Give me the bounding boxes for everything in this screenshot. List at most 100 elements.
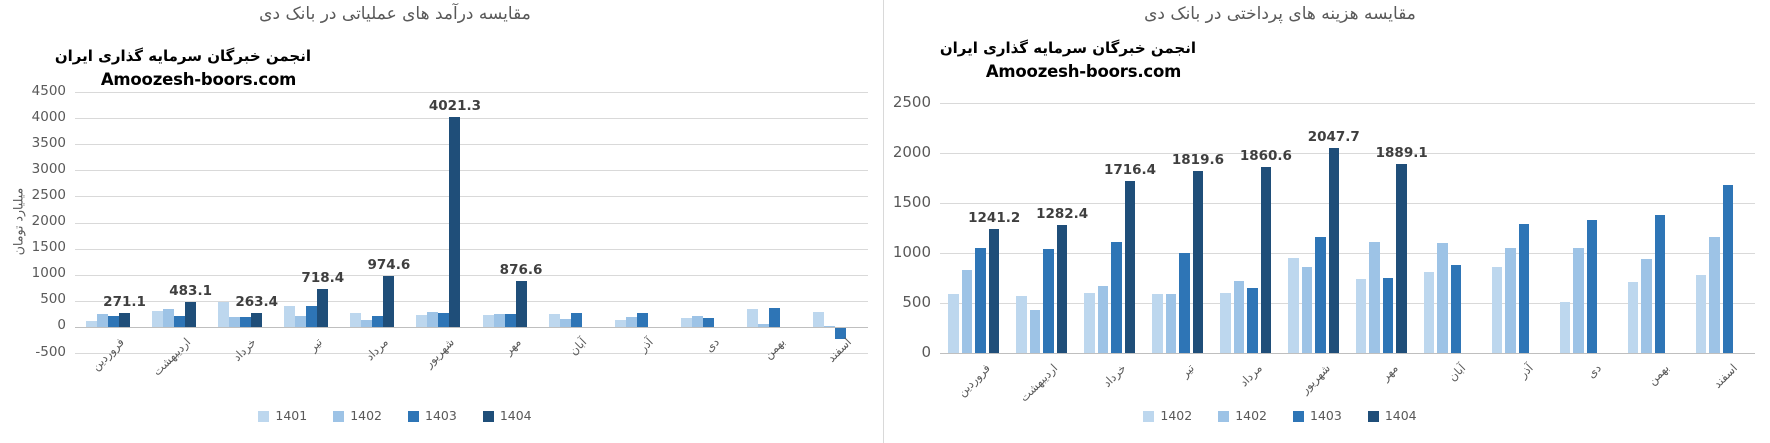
x-axis-label: بهمن — [1645, 361, 1673, 388]
y-tick-label: 2500 — [31, 186, 66, 203]
zero-axis-line — [75, 326, 868, 328]
x-axis-label: تیر — [306, 334, 326, 355]
gridline — [75, 118, 868, 120]
bar-1404 — [988, 228, 1000, 353]
y-tick-label: 1500 — [892, 192, 931, 211]
x-axis-label: مرداد — [1236, 361, 1265, 390]
bar-1402 — [691, 315, 703, 327]
y-tick-label: 500 — [902, 292, 931, 311]
legend-item: 1402 — [1218, 409, 1267, 423]
bar-1402 — [1559, 302, 1571, 353]
chart-subtitle-block: انجمن خبرگان سرمایه گذاری ایران Amoozesh… — [54, 44, 311, 91]
y-tick-label: 2500 — [892, 92, 931, 111]
y-tick-label: 3000 — [31, 160, 66, 177]
bar-1403 — [570, 313, 582, 327]
legend-label: 1402 — [350, 408, 382, 423]
bar-1402 — [361, 320, 373, 327]
legend-swatch — [258, 410, 270, 422]
legend-item: 1402 — [1143, 409, 1192, 423]
bar-1402 — [823, 325, 835, 327]
bar-1403 — [1722, 185, 1734, 353]
bar-1403 — [108, 316, 120, 327]
bar-1403 — [636, 313, 648, 327]
gridline — [75, 248, 868, 250]
bar-1403 — [834, 327, 846, 340]
gridline — [75, 353, 868, 354]
bar-1402 — [1029, 310, 1041, 353]
chart-title: مقایسه هزینه های پرداختی در بانک دی — [1144, 4, 1416, 24]
bar-1404 — [1124, 181, 1136, 353]
bar-1403 — [306, 306, 318, 327]
legend-label: 1401 — [275, 408, 308, 423]
bar-1402 — [625, 316, 637, 327]
paid-expenses-chart: مقایسه هزینه های پرداختی در بانک دی انجم… — [885, 0, 1770, 443]
x-axis-label: شهریور — [1297, 361, 1333, 397]
data-label: 876.6 — [499, 262, 543, 279]
legend-item: 1403 — [408, 409, 457, 423]
x-axis-label: اسفند — [1710, 361, 1740, 391]
bar-1404 — [317, 289, 329, 327]
bar-1403 — [768, 307, 780, 327]
data-label: 1241.2 — [968, 209, 1021, 226]
x-axis-label: تیر — [1177, 361, 1197, 381]
data-label: 1819.6 — [1171, 152, 1224, 169]
bar-1402 — [1016, 296, 1027, 353]
chart-title: مقایسه درآمد های عملیاتی در بانک دی — [259, 4, 531, 24]
panel-divider — [883, 0, 884, 443]
bar-1403 — [174, 316, 186, 327]
bar-1402 — [493, 313, 505, 327]
legend: 1401 1402 1403 1404 — [0, 408, 790, 423]
y-tick-label: 2000 — [31, 213, 66, 230]
legend-item: 1404 — [482, 409, 532, 423]
gridline — [940, 153, 1755, 154]
bar-1404 — [1056, 224, 1068, 353]
bar-1402 — [948, 294, 959, 353]
bar-1402 — [1423, 271, 1435, 353]
bar-1403 — [975, 248, 986, 353]
x-axis-label: مهر — [500, 334, 524, 358]
bar-1401 — [482, 314, 494, 327]
bar-1402 — [1505, 248, 1516, 353]
y-tick-label: 2000 — [892, 142, 931, 161]
data-label: 718.4 — [301, 270, 345, 287]
bar-1402 — [229, 317, 241, 327]
bar-1403 — [1586, 220, 1598, 353]
gridline — [75, 300, 868, 302]
plot-area: 4500 4000 3500 3000 2500 2000 1500 1000 500 0 -500… — [32, 84, 868, 378]
x-axis-label: مرداد — [363, 334, 392, 364]
plot-area: 2500 2000 1500 1000 500 0 1241.2 فروردین 1282.4 ا… — [893, 94, 1755, 404]
bar-1401 — [812, 311, 824, 327]
bar-1401 — [152, 311, 164, 327]
gridline — [75, 92, 868, 93]
bar-1401 — [218, 301, 230, 327]
bar-1404 — [515, 281, 527, 327]
bar-1403 — [1654, 215, 1666, 353]
x-axis-label: اردیبهشت — [1017, 361, 1061, 405]
gridline — [940, 253, 1755, 254]
legend-swatch — [1293, 410, 1304, 422]
y-tick-label: 4500 — [31, 82, 66, 99]
gridline — [75, 222, 868, 224]
legend-swatch — [408, 410, 419, 422]
watermark-text: Amoozesh-boors.com — [100, 70, 297, 89]
y-tick-label: 1500 — [31, 239, 66, 256]
gridline — [75, 170, 868, 172]
bar-1402 — [1641, 259, 1652, 353]
legend-item: 1404 — [1367, 409, 1417, 423]
bar-1403 — [1518, 224, 1530, 353]
bar-1404 — [1192, 171, 1204, 353]
x-axis-label: بهمن — [760, 334, 788, 362]
data-label: 271.1 — [103, 293, 146, 310]
bar-1402 — [559, 318, 571, 327]
bar-1403 — [1315, 237, 1326, 353]
bar-1403 — [372, 316, 384, 327]
legend-swatch — [1218, 410, 1230, 422]
association-subtitle: انجمن خبرگان سرمایه گذاری ایران — [54, 47, 311, 65]
bar-1402 — [1369, 242, 1380, 353]
bar-1402 — [1491, 266, 1503, 353]
data-label: 974.6 — [367, 257, 411, 274]
bar-1402 — [1084, 293, 1095, 353]
bar-1402 — [1709, 237, 1720, 353]
bar-1403 — [1179, 253, 1190, 353]
data-label: 1889.1 — [1375, 145, 1428, 162]
